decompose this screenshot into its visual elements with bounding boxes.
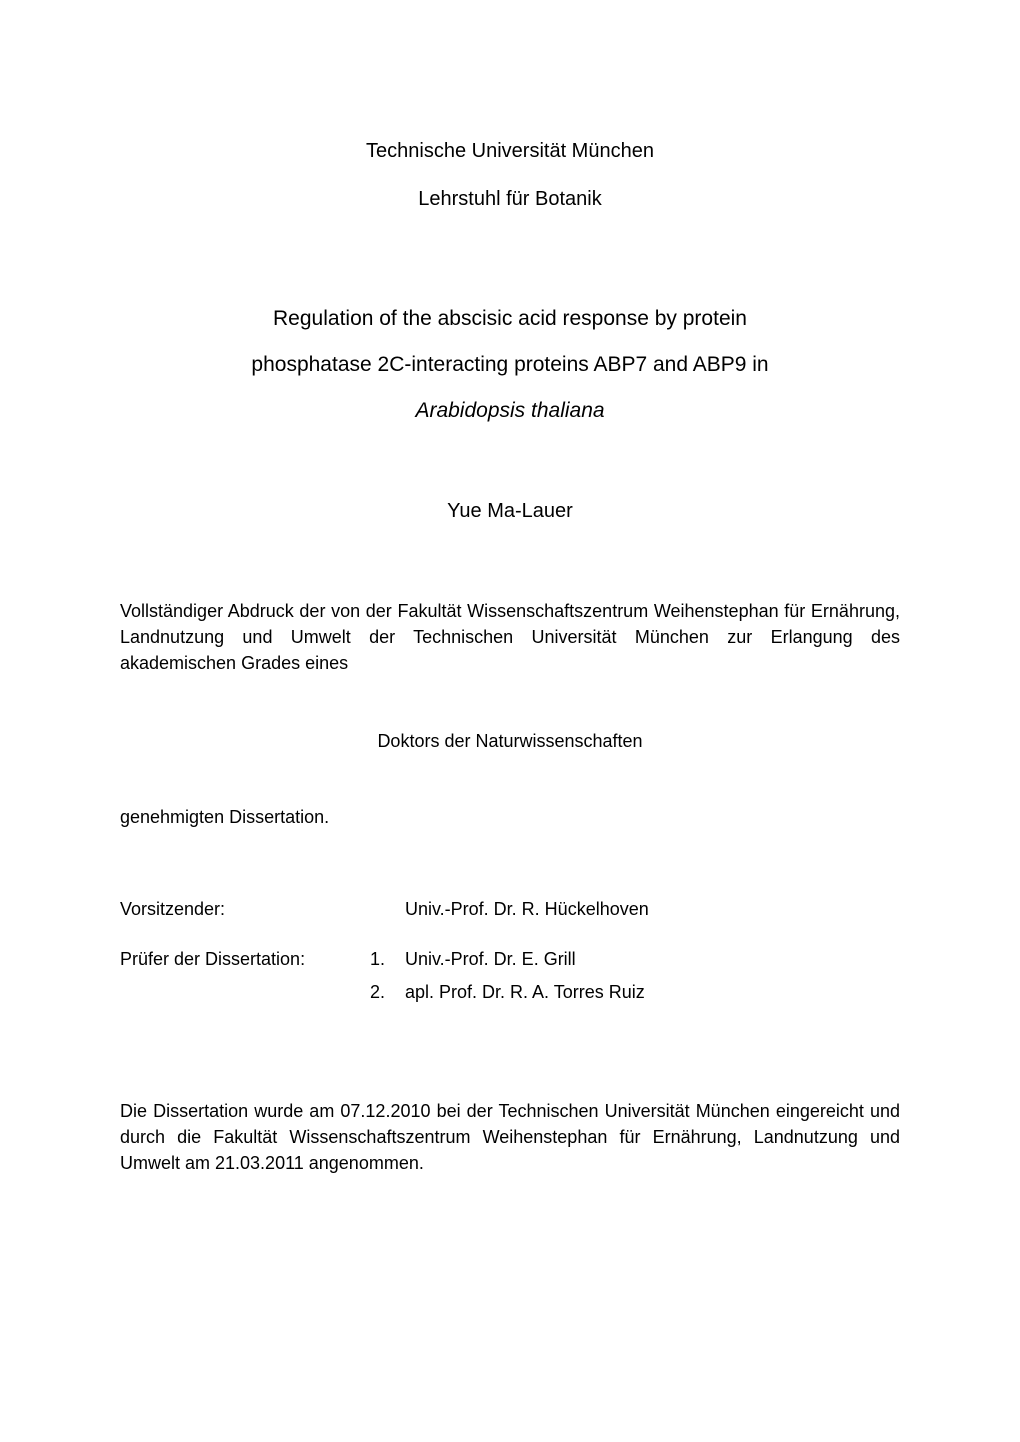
degree-text: Doktors der Naturwissenschaften bbox=[120, 731, 900, 752]
committee-label-empty bbox=[120, 976, 370, 1008]
committee-examiner-1-num: 1. bbox=[370, 943, 405, 975]
committee-examiner-row-2: 2. apl. Prof. Dr. R. A. Torres Ruiz bbox=[120, 976, 900, 1008]
author-block: Yue Ma-Lauer bbox=[120, 500, 900, 523]
header-block: Technische Universität München Lehrstuhl… bbox=[120, 140, 900, 211]
committee-examiners-label: Prüfer der Dissertation: bbox=[120, 943, 370, 975]
title-block: Regulation of the abscisic acid response… bbox=[120, 296, 900, 435]
committee-examiner-2-num: 2. bbox=[370, 976, 405, 1008]
committee-chair-label: Vorsitzender: bbox=[120, 893, 370, 925]
committee-chair-name: Univ.-Prof. Dr. R. Hückelhoven bbox=[405, 893, 900, 925]
committee-block: Vorsitzender: Univ.-Prof. Dr. R. Hückelh… bbox=[120, 893, 900, 1008]
degree-block: Doktors der Naturwissenschaften bbox=[120, 731, 900, 752]
description-block: Vollständiger Abdruck der von der Fakult… bbox=[120, 598, 900, 676]
committee-examiner-2-name: apl. Prof. Dr. R. A. Torres Ruiz bbox=[405, 976, 900, 1008]
footer-block: Die Dissertation wurde am 07.12.2010 bei… bbox=[120, 1098, 900, 1176]
committee-chair-row: Vorsitzender: Univ.-Prof. Dr. R. Hückelh… bbox=[120, 893, 900, 925]
description-text: Vollständiger Abdruck der von der Fakult… bbox=[120, 598, 900, 676]
title-line-3-italic: Arabidopsis thaliana bbox=[120, 388, 900, 434]
committee-examiner-1-name: Univ.-Prof. Dr. E. Grill bbox=[405, 943, 900, 975]
footer-text: Die Dissertation wurde am 07.12.2010 bei… bbox=[120, 1098, 900, 1176]
title-line-2: phosphatase 2C-interacting proteins ABP7… bbox=[120, 342, 900, 388]
department-name: Lehrstuhl für Botanik bbox=[120, 188, 900, 211]
institution-name: Technische Universität München bbox=[120, 140, 900, 163]
author-name: Yue Ma-Lauer bbox=[120, 500, 900, 523]
approved-block: genehmigten Dissertation. bbox=[120, 807, 900, 828]
approved-text: genehmigten Dissertation. bbox=[120, 807, 900, 828]
committee-chair-num-empty bbox=[370, 893, 405, 925]
title-line-1: Regulation of the abscisic acid response… bbox=[120, 296, 900, 342]
committee-examiner-row-1: Prüfer der Dissertation: 1. Univ.-Prof. … bbox=[120, 943, 900, 975]
